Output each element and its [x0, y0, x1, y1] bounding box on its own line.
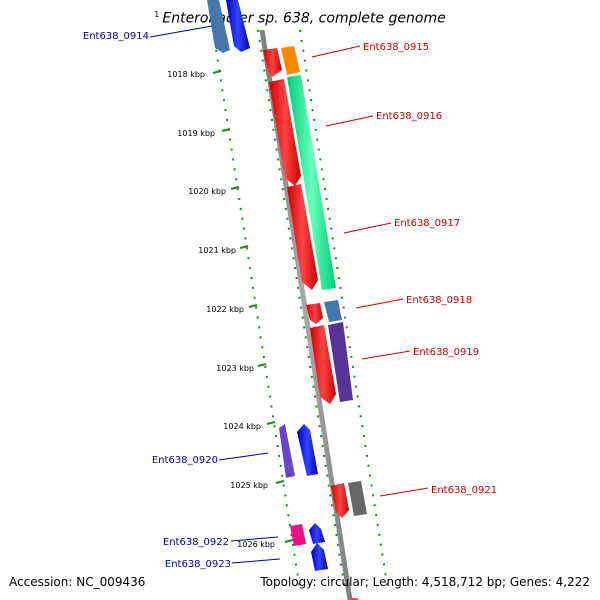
gene-0917[interactable] — [287, 184, 318, 290]
gene-0920-b[interactable] — [297, 424, 318, 476]
tick-label: 1019 kbp — [177, 129, 215, 138]
gene-label-0917[interactable]: Ent638_0917 — [394, 218, 460, 229]
tick-mark — [230, 186, 240, 190]
tick-label: 1021 kbp — [198, 246, 236, 255]
gene-0915-b[interactable] — [281, 46, 300, 75]
gene-label-0920[interactable]: Ent638_0920 — [152, 455, 218, 466]
tick-mark — [275, 480, 285, 484]
gene-0921-b[interactable] — [348, 481, 367, 516]
gene-label-0922[interactable]: Ent638_0922 — [163, 537, 229, 548]
leader-0917 — [343, 222, 392, 234]
gene-label-0916[interactable]: Ent638_0916 — [376, 111, 442, 122]
genome-summary-text: Topology: circular; Length: 4,518,712 bp… — [260, 575, 590, 589]
tick-label: 1022 kbp — [206, 305, 244, 314]
gene-label-0923[interactable]: Ent638_0923 — [165, 559, 231, 570]
leader-0918 — [355, 298, 404, 309]
tick-mark — [239, 245, 249, 249]
gene-0919-a[interactable] — [310, 325, 336, 404]
title-superscript: 1 — [154, 10, 160, 19]
tick-label: 1025 kbp — [230, 481, 268, 490]
accession-text: Accession: NC_009436 — [9, 575, 146, 589]
tick-mark — [266, 421, 276, 425]
gene-0914-a[interactable] — [207, 0, 230, 53]
gene-0921-a[interactable] — [331, 483, 349, 518]
leader-0921 — [379, 487, 429, 497]
reverse-strand-genes — [207, 0, 328, 571]
label-leaders — [149, 25, 429, 564]
gene-0922[interactable] — [290, 524, 306, 546]
gene-0918-b[interactable] — [324, 300, 342, 322]
axis-ticks: 1018 kbp 1019 kbp 1020 kbp 1021 kbp 1022… — [167, 70, 294, 549]
tick-label: 1024 kbp — [223, 422, 261, 431]
gene-label-0921[interactable]: Ent638_0921 — [431, 485, 497, 496]
gene-0919-b[interactable] — [328, 322, 353, 402]
gene-0916[interactable] — [269, 79, 301, 186]
gene-0922-b[interactable] — [309, 523, 325, 544]
tick-mark — [248, 304, 258, 308]
gene-0923[interactable] — [311, 543, 328, 571]
gene-label-0914[interactable]: Ent638_0914 — [83, 31, 149, 42]
tick-mark — [212, 70, 222, 74]
gene-label-0915[interactable]: Ent638_0915 — [363, 42, 429, 53]
gene-0918-a[interactable] — [306, 303, 323, 324]
forward-strand-genes — [263, 46, 367, 600]
leader-0920 — [218, 452, 269, 461]
tick-mark — [221, 128, 231, 132]
tick-label: 1023 kbp — [216, 364, 254, 373]
leader-0916 — [325, 115, 374, 127]
tick-label: 1020 kbp — [188, 187, 226, 196]
gene-labels: Ent638_0914 Ent638_0915 Ent638_0916 Ent6… — [83, 31, 497, 570]
tick-label: 1026 kbp — [237, 540, 275, 549]
gene-0916-b[interactable] — [287, 75, 336, 290]
leader-0922 — [230, 536, 279, 542]
leader-0919 — [361, 350, 411, 360]
tick-label: 1018 kbp — [167, 70, 205, 79]
tick-mark — [284, 539, 294, 543]
leader-0915 — [311, 45, 361, 58]
tick-mark — [257, 363, 267, 367]
leader-0914 — [149, 25, 213, 38]
gene-label-0919[interactable]: Ent638_0919 — [413, 347, 479, 358]
gene-label-0918[interactable]: Ent638_0918 — [406, 295, 472, 306]
leader-0923 — [231, 558, 281, 564]
gene-0915-a[interactable] — [263, 48, 282, 77]
gene-0920-a[interactable] — [279, 424, 295, 478]
gene-0914-b[interactable] — [226, 0, 250, 52]
